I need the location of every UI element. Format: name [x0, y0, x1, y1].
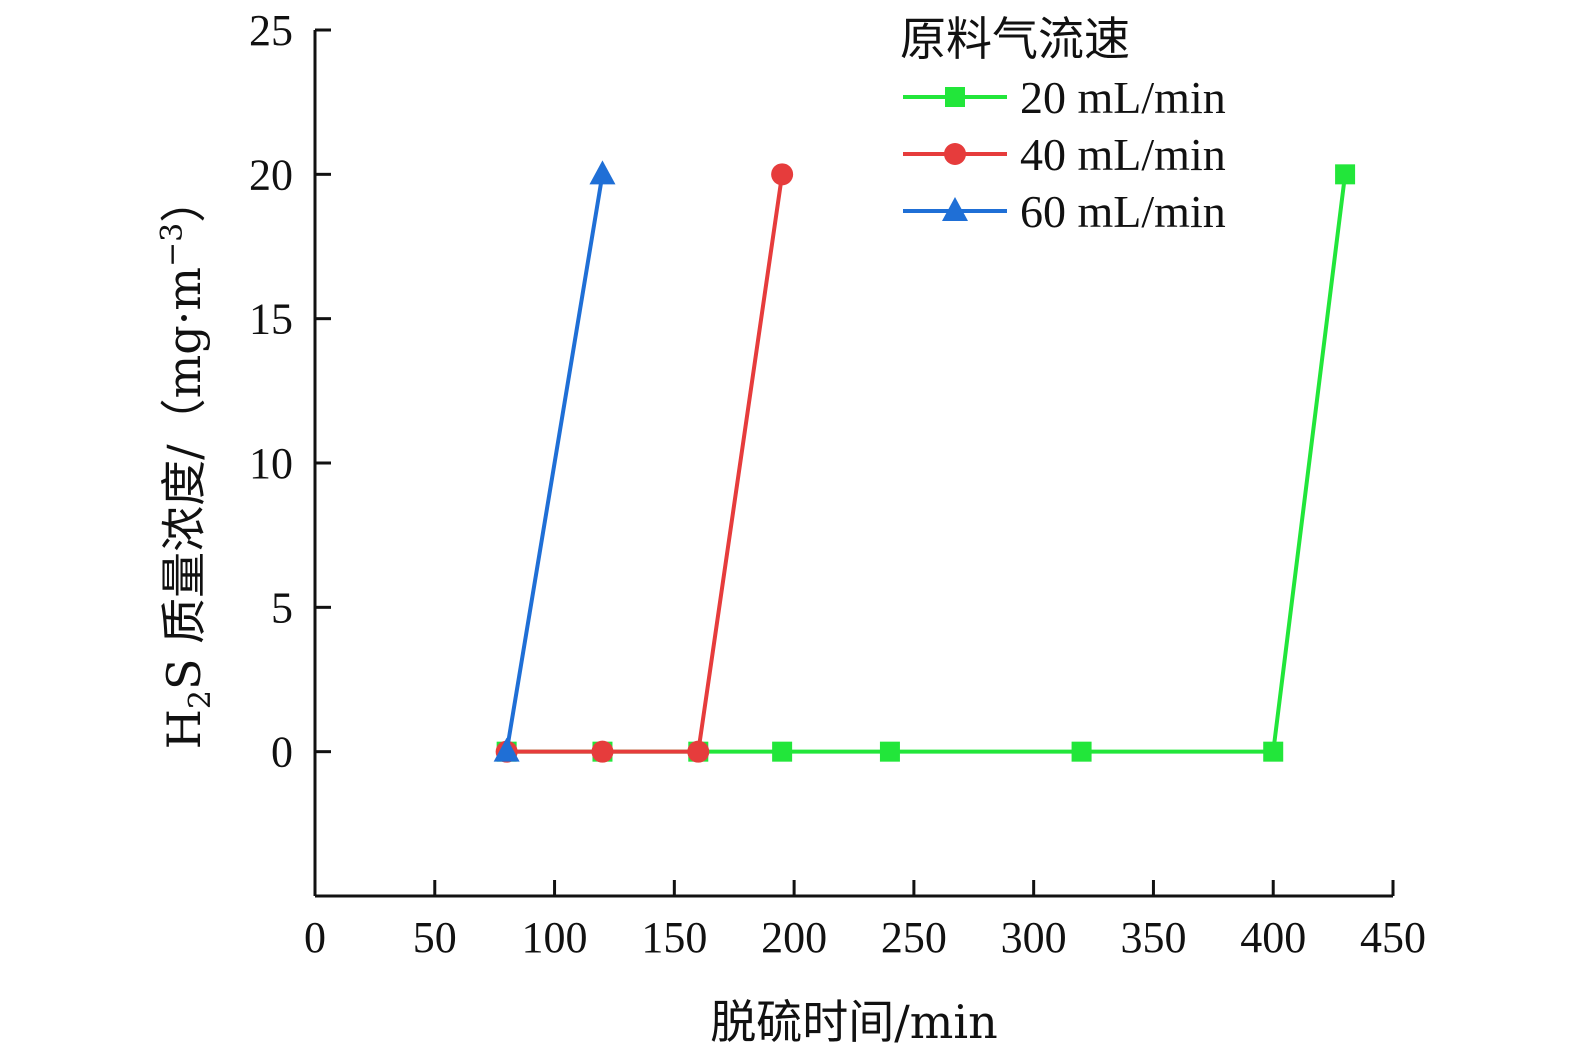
x-tick-label: 50	[413, 913, 457, 962]
y-axis-title-prefix: H	[157, 709, 211, 749]
x-tick-label: 100	[522, 913, 588, 962]
legend-label: 40 mL/min	[1020, 129, 1226, 180]
y-tick-label: 10	[249, 439, 293, 488]
data-point	[1263, 741, 1284, 762]
legend-marker	[945, 87, 965, 107]
y-tick-label: 20	[249, 150, 293, 199]
legend-label: 60 mL/min	[1020, 186, 1226, 237]
y-tick-label: 25	[249, 6, 293, 55]
legend-marker	[942, 197, 968, 221]
data-point	[1335, 164, 1356, 185]
legend-entry: 40 mL/min	[903, 129, 1226, 180]
y-tick-label: 15	[249, 295, 293, 344]
legend-entry: 60 mL/min	[903, 186, 1226, 237]
x-tick-label: 200	[761, 913, 827, 962]
data-point	[687, 740, 710, 763]
data-point	[879, 741, 900, 762]
series-3	[493, 160, 616, 762]
axes: 0 50 100 150 200 250 300 350 400 450 0 5 10 15 20 25	[249, 6, 1426, 962]
y-axis-title: H2S 质量浓度/（mg·m−3）	[155, 177, 218, 749]
y-tick-label: 5	[271, 583, 293, 632]
x-tick-label: 350	[1120, 913, 1186, 962]
x-tick-label: 250	[881, 913, 947, 962]
x-tick-label: 0	[304, 913, 326, 962]
data-point	[771, 163, 794, 186]
x-tick-label: 400	[1240, 913, 1306, 962]
x-tick-label: 450	[1360, 913, 1426, 962]
series-line	[504, 174, 605, 752]
legend-marker	[944, 143, 966, 165]
y-axis-title-middle: S 质量浓度/（mg·m	[157, 267, 211, 690]
legend-label: 20 mL/min	[1020, 72, 1226, 123]
x-tick-label: 300	[1001, 913, 1067, 962]
series-2	[495, 163, 794, 763]
x-axis-title: 脱硫时间/min	[710, 995, 997, 1049]
data-point	[591, 740, 614, 763]
series-1	[496, 164, 1356, 762]
legend-title: 原料气流速	[900, 12, 1130, 66]
y-axis-title-superscript: −3	[155, 223, 190, 267]
legend: 原料气流速 20 mL/min 40 mL/min 60 mL/min	[900, 12, 1226, 237]
y-tick-label: 0	[271, 728, 293, 777]
y-axis-title-suffix: ）	[157, 177, 211, 223]
data-point	[493, 737, 520, 762]
series-line	[506, 174, 1348, 754]
legend-entry: 20 mL/min	[903, 72, 1226, 123]
data-point	[589, 160, 616, 185]
data-point	[1071, 741, 1092, 762]
data-point	[772, 741, 793, 762]
series-layer	[493, 160, 1356, 763]
y-axis-title-subscript: 2	[183, 690, 218, 709]
x-tick-label: 150	[641, 913, 707, 962]
series-line	[506, 174, 785, 754]
